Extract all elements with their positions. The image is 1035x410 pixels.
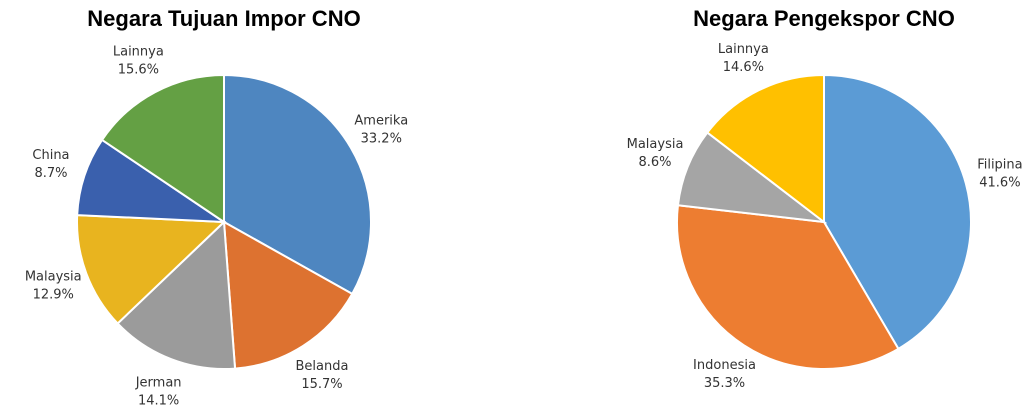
slice-value-label: 12.9% (33, 287, 74, 302)
slice-value-label: 14.6% (723, 60, 764, 75)
slice-value-label: 41.6% (979, 176, 1020, 191)
chart-title: Negara Pengekspor CNO (693, 6, 955, 31)
slice-label: Belanda (296, 359, 349, 374)
pie-slice (116, 219, 237, 370)
slice-label: Lainnya (718, 42, 769, 57)
chart-title: Negara Tujuan Impor CNO (87, 6, 360, 31)
slice-label: Filipina (977, 158, 1022, 173)
slice-value-label: 8.7% (34, 166, 67, 181)
pie-slice (100, 73, 225, 224)
pie-slice (76, 214, 227, 325)
pie-slice (705, 73, 825, 225)
slice-value-label: 35.3% (704, 376, 745, 391)
pie-slice (222, 220, 354, 370)
slice-label: China (32, 148, 69, 163)
pie-slice (676, 204, 900, 370)
slice-value-label: 33.2% (361, 131, 402, 146)
slice-label: Malaysia (25, 269, 82, 284)
slice-value-label: 8.6% (639, 155, 672, 170)
slice-value-label: 14.1% (138, 394, 179, 409)
slice-label: Jerman (135, 376, 182, 391)
slice-label: Amerika (354, 113, 408, 128)
pie-slice (223, 73, 372, 296)
pie-slice (823, 73, 972, 351)
slice-value-label: 15.6% (118, 63, 159, 78)
slice-value-label: 15.7% (301, 377, 342, 392)
slice-label: Malaysia (627, 137, 684, 152)
slice-label: Indonesia (693, 358, 756, 373)
slice-label: Lainnya (113, 45, 164, 60)
